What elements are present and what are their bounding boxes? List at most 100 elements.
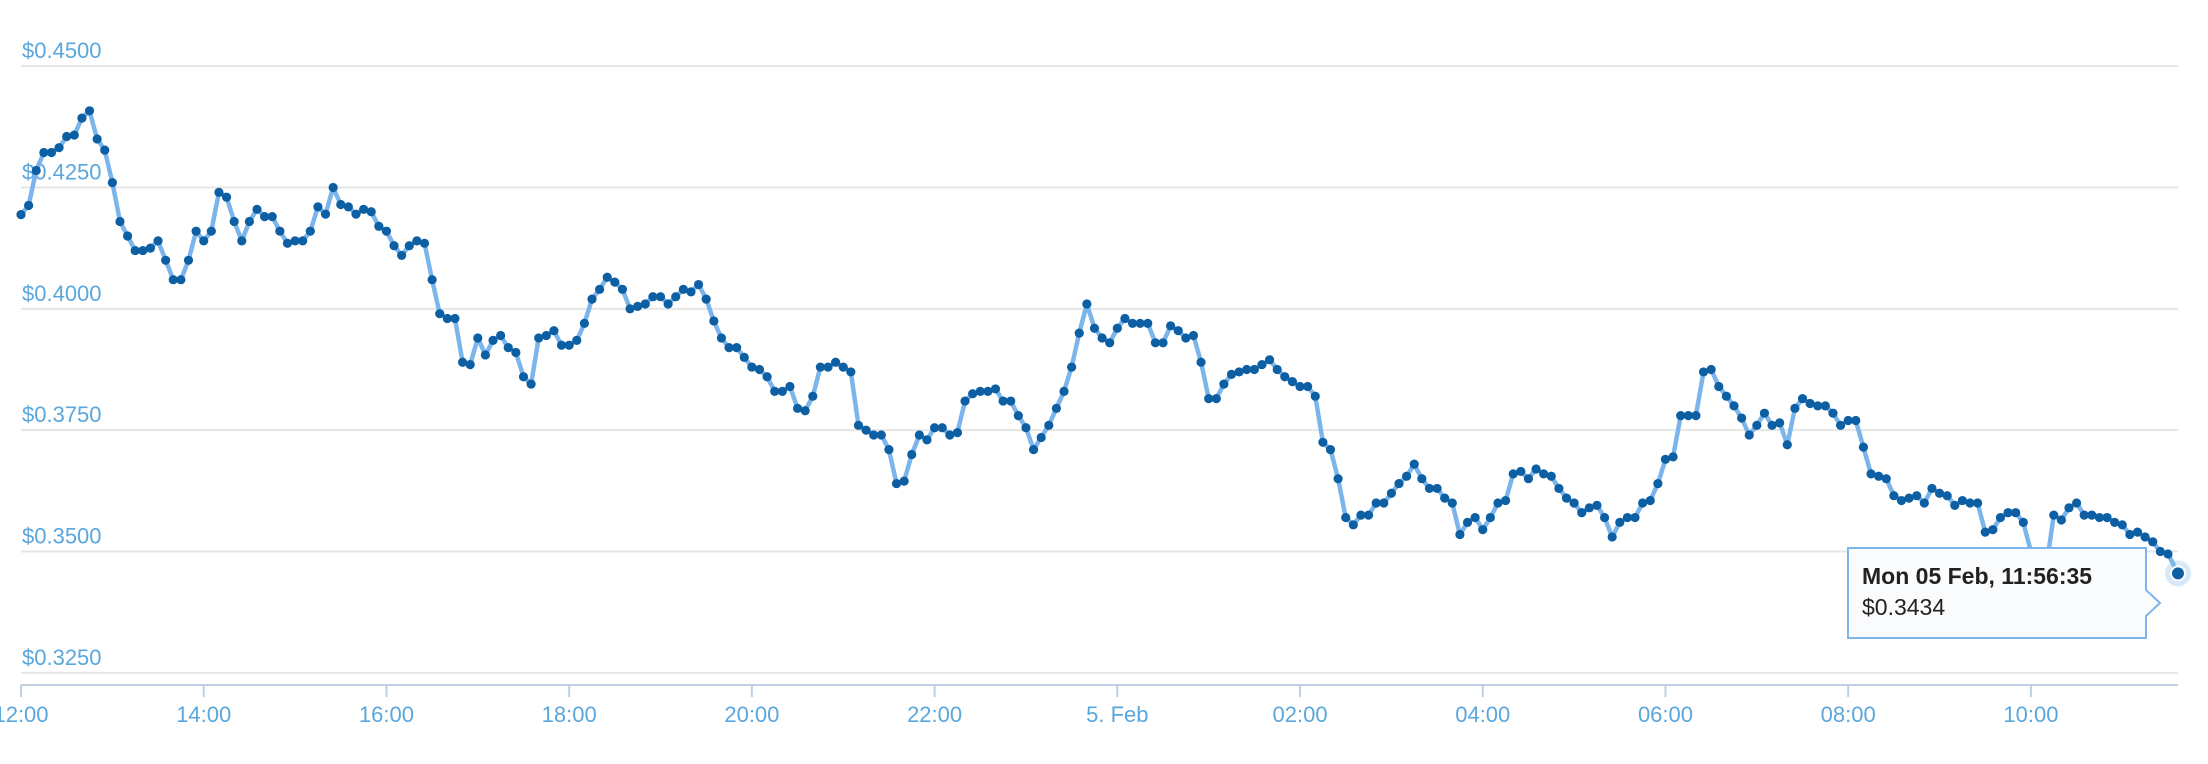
data-point xyxy=(1127,318,1138,328)
data-point xyxy=(1021,423,1031,433)
data-point xyxy=(69,130,79,140)
data-point xyxy=(1158,338,1168,348)
data-point xyxy=(176,275,186,285)
data-point xyxy=(77,113,87,123)
data-point xyxy=(1402,471,1412,481)
data-point xyxy=(823,362,833,372)
data-point xyxy=(2079,510,2089,520)
data-point xyxy=(724,343,734,353)
data-point xyxy=(161,255,171,265)
data-point xyxy=(1927,483,1937,494)
data-point xyxy=(1341,512,1351,523)
data-point xyxy=(275,226,285,236)
data-point xyxy=(1196,357,1206,367)
data-point xyxy=(770,386,780,396)
data-point xyxy=(1698,367,1709,377)
data-point xyxy=(39,147,49,158)
data-point xyxy=(336,199,346,210)
data-point xyxy=(1310,391,1320,401)
data-point xyxy=(960,396,970,406)
data-point xyxy=(876,430,886,440)
data-point xyxy=(1181,333,1191,343)
data-point xyxy=(2071,498,2082,508)
data-point xyxy=(983,386,993,396)
data-point xyxy=(1805,398,1815,409)
data-point xyxy=(16,210,26,220)
data-point xyxy=(260,212,270,222)
data-point xyxy=(2163,549,2173,559)
data-point xyxy=(1866,469,1876,479)
data-point xyxy=(1135,318,1145,328)
data-point xyxy=(914,430,924,440)
data-point xyxy=(1737,413,1747,423)
data-point xyxy=(579,318,589,328)
data-point xyxy=(663,299,673,309)
data-point xyxy=(1242,364,1252,375)
data-point xyxy=(229,216,239,227)
data-point xyxy=(1082,299,1092,309)
data-point xyxy=(1089,323,1100,333)
data-point xyxy=(595,284,605,295)
data-point xyxy=(1759,408,1770,418)
data-point xyxy=(1447,498,1457,508)
data-point xyxy=(397,250,407,261)
data-point xyxy=(648,292,658,302)
data-point xyxy=(1051,403,1062,413)
data-point xyxy=(1942,491,1952,501)
data-point xyxy=(1889,491,1899,501)
data-point xyxy=(1318,437,1328,447)
data-point xyxy=(1394,478,1404,489)
data-point xyxy=(1980,527,1990,537)
x-tick-label: 20:00 xyxy=(724,702,779,727)
data-point xyxy=(46,147,57,158)
x-tick-label: 14:00 xyxy=(176,702,231,727)
data-point xyxy=(1500,495,1511,506)
data-point xyxy=(2094,512,2105,523)
data-point xyxy=(2102,512,2112,523)
data-point xyxy=(1607,532,1617,542)
data-point xyxy=(313,202,323,212)
data-point xyxy=(1348,520,1358,530)
data-point xyxy=(1249,364,1259,375)
data-point xyxy=(587,294,597,304)
data-point xyxy=(2155,546,2165,557)
data-point xyxy=(1782,440,1792,450)
data-point xyxy=(2148,537,2158,547)
data-point xyxy=(1333,474,1343,484)
data-point xyxy=(754,364,765,375)
data-point xyxy=(1752,420,1762,430)
data-point xyxy=(929,423,940,433)
data-point xyxy=(465,360,475,370)
data-point xyxy=(92,134,102,144)
data-point xyxy=(427,275,437,285)
tooltip: Mon 05 Feb, 11:56:35 $0.3434 xyxy=(1847,547,2162,639)
data-point xyxy=(1226,369,1237,379)
data-point xyxy=(1934,488,1945,498)
data-point xyxy=(1904,493,1914,503)
data-point xyxy=(1257,360,1267,370)
data-point xyxy=(473,333,483,343)
data-point xyxy=(937,423,947,433)
data-point xyxy=(1950,500,1960,511)
data-point xyxy=(1531,464,1541,474)
data-point xyxy=(1363,510,1374,520)
data-point xyxy=(633,301,643,311)
data-point xyxy=(2125,529,2135,540)
data-point xyxy=(1744,430,1754,440)
data-point xyxy=(2056,515,2066,525)
data-point xyxy=(1455,529,1465,540)
data-point xyxy=(1006,396,1016,406)
data-point xyxy=(610,277,620,287)
data-point xyxy=(168,275,178,285)
data-point xyxy=(2049,510,2059,520)
data-point xyxy=(1615,517,1625,527)
data-point xyxy=(861,425,871,435)
data-point xyxy=(1813,401,1823,411)
data-point xyxy=(1059,386,1069,396)
data-point xyxy=(1424,483,1435,494)
data-point xyxy=(968,389,978,399)
y-tick-label: $0.4000 xyxy=(22,281,102,306)
data-point xyxy=(1105,338,1115,348)
data-point xyxy=(1668,452,1678,462)
